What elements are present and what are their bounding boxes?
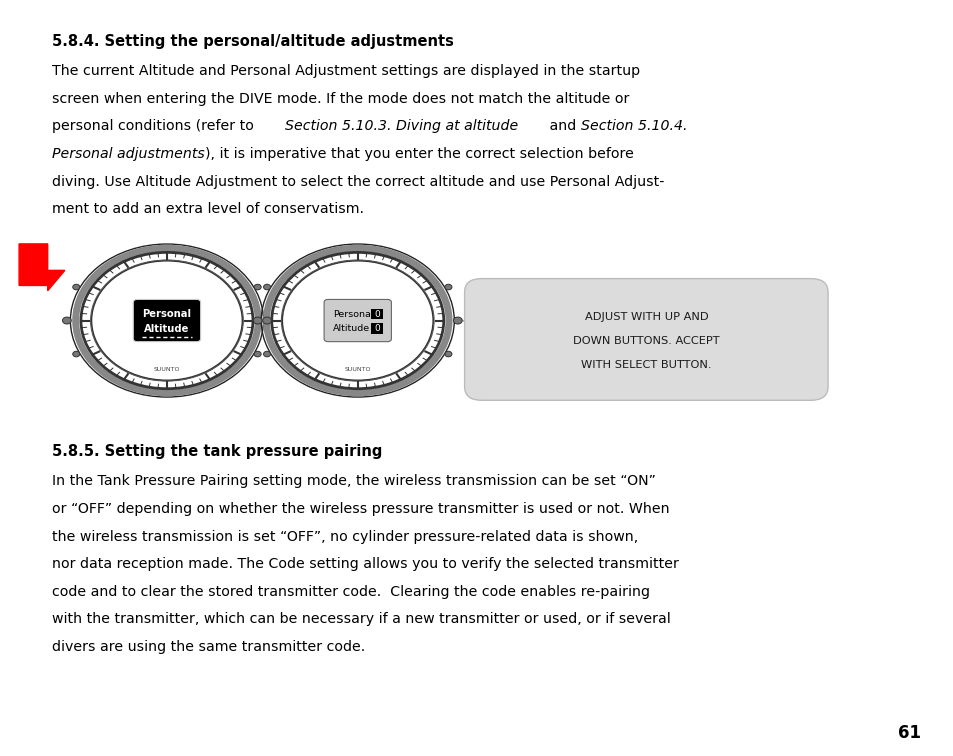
Text: Personal adjustments: Personal adjustments — [52, 147, 205, 161]
Circle shape — [253, 317, 262, 324]
Text: Altitude: Altitude — [144, 324, 190, 333]
Text: Personal: Personal — [142, 309, 192, 319]
Circle shape — [453, 317, 461, 324]
Text: In the Tank Pressure Pairing setting mode, the wireless transmission can be set : In the Tank Pressure Pairing setting mod… — [52, 475, 656, 488]
Text: divers are using the same transmitter code.: divers are using the same transmitter co… — [52, 640, 365, 654]
Text: ADJUST WITH UP AND: ADJUST WITH UP AND — [584, 311, 707, 322]
Text: 5.8.4. Setting the personal/altitude adjustments: 5.8.4. Setting the personal/altitude adj… — [52, 34, 454, 49]
Circle shape — [444, 284, 452, 290]
Text: 5.8.5. Setting the tank pressure pairing: 5.8.5. Setting the tank pressure pairing — [52, 445, 382, 459]
FancyBboxPatch shape — [464, 278, 827, 401]
Text: screen when entering the DIVE mode. If the mode does not match the altitude or: screen when entering the DIVE mode. If t… — [52, 92, 629, 106]
Text: Altitude: Altitude — [333, 324, 370, 333]
Text: SUUNTO: SUUNTO — [344, 367, 371, 372]
Text: the wireless transmission is set “OFF”, no cylinder pressure-related data is sho: the wireless transmission is set “OFF”, … — [52, 530, 639, 544]
Text: SUUNTO: SUUNTO — [153, 367, 180, 372]
Text: diving. Use Altitude Adjustment to select the correct altitude and use Personal : diving. Use Altitude Adjustment to selec… — [52, 175, 664, 189]
Text: and: and — [544, 119, 579, 134]
Circle shape — [263, 284, 271, 290]
Circle shape — [63, 317, 71, 324]
FancyBboxPatch shape — [371, 323, 383, 334]
FancyBboxPatch shape — [324, 299, 391, 342]
Circle shape — [262, 317, 271, 324]
Text: or “OFF” depending on whether the wireless pressure transmitter is used or not. : or “OFF” depending on whether the wirele… — [52, 502, 669, 516]
Text: WITH SELECT BUTTON.: WITH SELECT BUTTON. — [580, 360, 711, 370]
Circle shape — [282, 261, 433, 380]
Text: nor data reception made. The Code setting allows you to verify the selected tran: nor data reception made. The Code settin… — [52, 557, 679, 572]
Text: Section 5.10.4.: Section 5.10.4. — [580, 119, 687, 134]
Text: with the transmitter, which can be necessary if a new transmitter or used, or if: with the transmitter, which can be neces… — [52, 612, 671, 627]
Circle shape — [253, 284, 261, 290]
Circle shape — [91, 261, 242, 380]
FancyBboxPatch shape — [133, 299, 200, 342]
Text: 0: 0 — [375, 324, 380, 333]
Circle shape — [444, 352, 452, 357]
Text: personal conditions (refer to: personal conditions (refer to — [52, 119, 258, 134]
Text: 0: 0 — [375, 309, 380, 318]
Circle shape — [263, 352, 271, 357]
Circle shape — [72, 352, 80, 357]
Text: 61: 61 — [897, 724, 920, 742]
Text: ), it is imperative that you enter the correct selection before: ), it is imperative that you enter the c… — [205, 147, 634, 161]
FancyBboxPatch shape — [371, 308, 383, 320]
Text: Personal: Personal — [333, 309, 373, 318]
Circle shape — [72, 284, 80, 290]
Text: ment to add an extra level of conservatism.: ment to add an extra level of conservati… — [52, 203, 364, 216]
Text: DOWN BUTTONS. ACCEPT: DOWN BUTTONS. ACCEPT — [573, 336, 719, 346]
Text: Section 5.10.3. Diving at altitude: Section 5.10.3. Diving at altitude — [285, 119, 517, 134]
Polygon shape — [19, 244, 65, 291]
Circle shape — [253, 352, 261, 357]
Text: code and to clear the stored transmitter code.  Clearing the code enables re-pai: code and to clear the stored transmitter… — [52, 585, 650, 599]
Text: The current Altitude and Personal Adjustment settings are displayed in the start: The current Altitude and Personal Adjust… — [52, 64, 639, 79]
